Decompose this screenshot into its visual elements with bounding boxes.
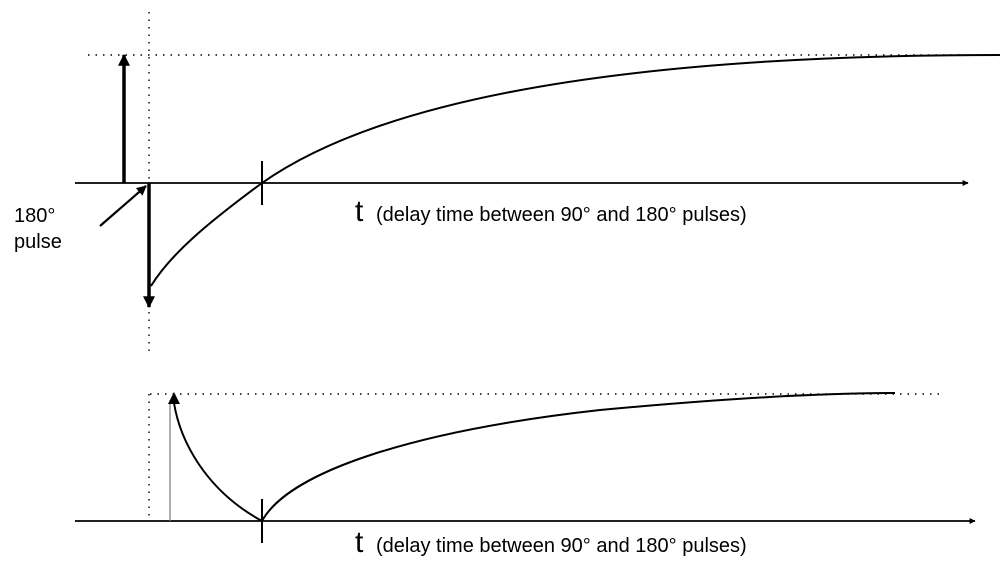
top-recovery-curve	[150, 54, 1001, 287]
top-pulse-annotation-line1: 180°	[14, 205, 55, 227]
bottom-magnitude-decay-curve	[173, 402, 263, 522]
top-panel: t (delay time between 90° and 180° pulse…	[14, 12, 1001, 352]
bottom-decay-arrowhead	[168, 392, 180, 404]
bottom-axis-variable-label: t	[355, 526, 364, 559]
top-pulse-annotation-line2: pulse	[14, 231, 62, 253]
bottom-panel: t (delay time between 90° and 180° pulse…	[75, 392, 976, 559]
top-axis-description-label: (delay time between 90° and 180° pulses)	[376, 204, 747, 226]
top-pulse-pointer-arrow	[99, 185, 147, 227]
bottom-axis-description-label: (delay time between 90° and 180° pulses)	[376, 535, 747, 557]
bottom-recovery-curve	[261, 392, 896, 522]
top-axis-variable-label: t	[355, 195, 364, 228]
